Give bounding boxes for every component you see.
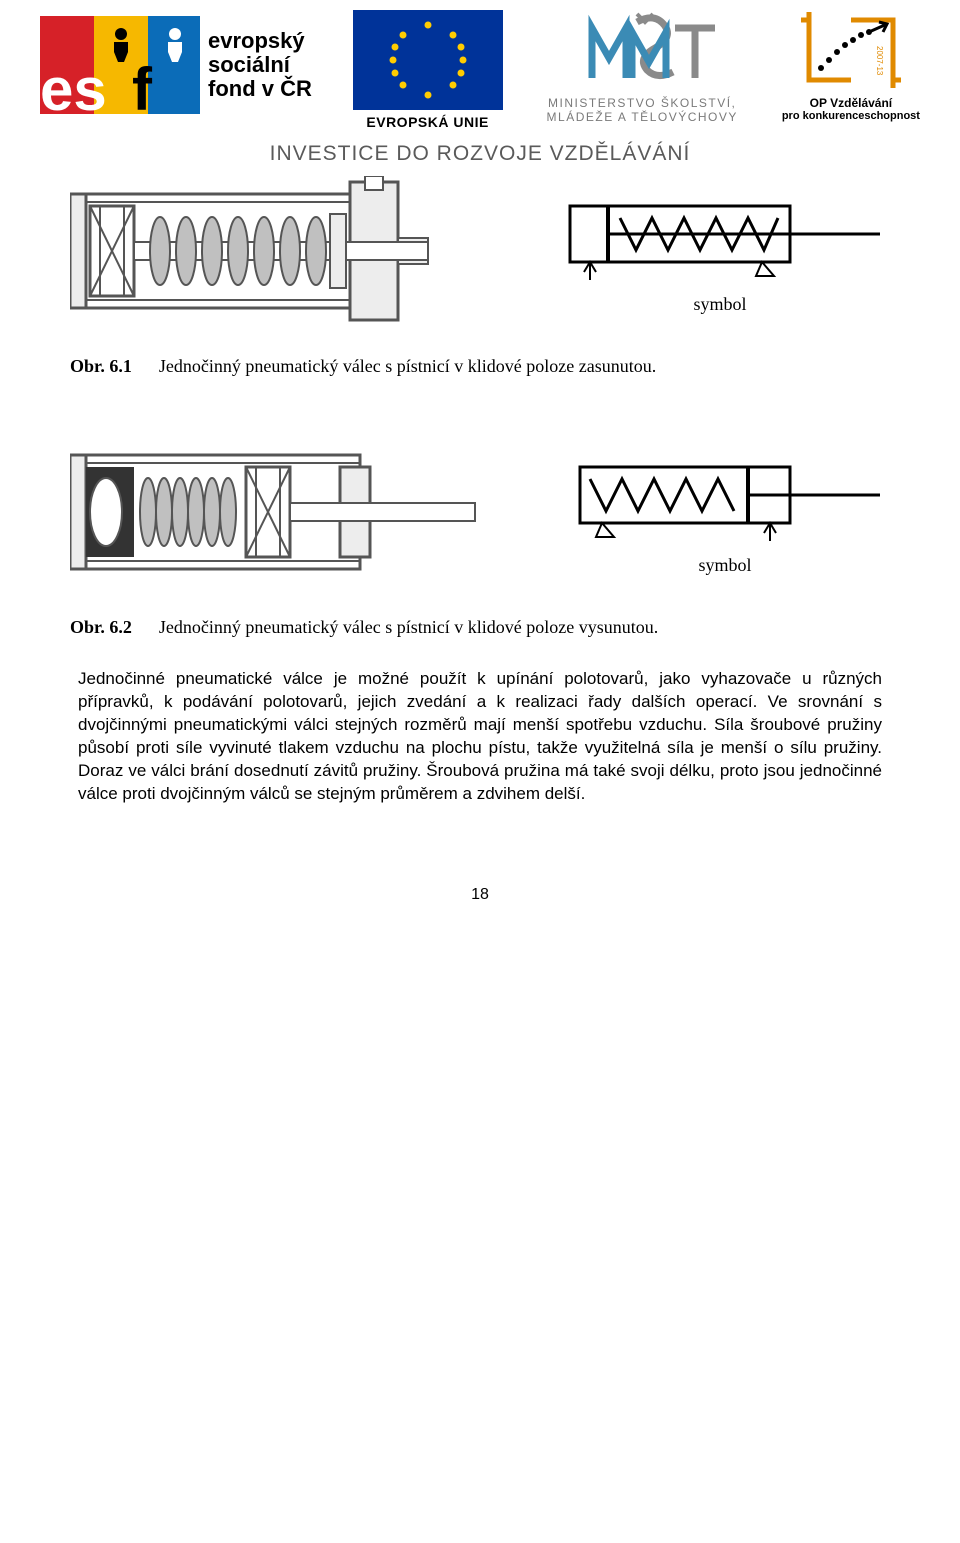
body-paragraph: Jednočinné pneumatické válce je možné po… [0, 668, 960, 806]
op-logo: 2007-13 OP Vzdělávání pro konkurencescho… [782, 10, 920, 122]
op-years: 2007-13 [875, 46, 884, 76]
esf-text-icon: evropský sociální fond v ČR [208, 10, 318, 120]
page: es f evropský sociální fond v ČR [0, 0, 960, 944]
esf-logo: es f evropský sociální fond v ČR [40, 10, 318, 120]
eu-flag-icon [353, 10, 503, 110]
msmt-line1: MINISTERSTVO ŠKOLSTVÍ, [548, 96, 736, 110]
cylinder-extended-icon [70, 437, 480, 587]
op-line2: pro konkurenceschopnost [782, 110, 920, 122]
symbol-6-2: symbol [560, 449, 890, 576]
svg-text:f: f [132, 56, 153, 120]
page-number: 18 [0, 886, 960, 904]
cylinder-retracted-icon [70, 176, 450, 326]
esf-line3: fond v ČR [208, 76, 312, 101]
symbol-extended-icon [560, 449, 890, 549]
symbol-retracted-icon [550, 188, 890, 288]
fig-label-2: Obr. 6.2 [70, 617, 132, 637]
fig-caption-1: Obr. 6.1 Jednočinný pneumatický válec s … [70, 356, 890, 377]
op-line1: OP Vzdělávání [810, 96, 892, 110]
esf-line1: evropský [208, 28, 305, 53]
op-icon: 2007-13 [791, 10, 911, 96]
fig-caption-2: Obr. 6.2 Jednočinný pneumatický válec s … [70, 617, 890, 638]
header-logos-row: es f evropský sociální fond v ČR [0, 0, 960, 130]
msmt-logo: MINISTERSTVO ŠKOLSTVÍ, MLÁDEŽE A TĚLOVÝC… [537, 10, 747, 124]
esf-icon: es f [40, 10, 200, 120]
svg-text:es: es [40, 56, 107, 120]
msmt-icon [537, 10, 747, 96]
eu-label: EVROPSKÁ UNIE [366, 114, 488, 130]
msmt-line2: MLÁDEŽE A TĚLOVÝCHOVY [547, 110, 738, 124]
esf-line2: sociální [208, 52, 291, 77]
fig-text-2: Jednočinný pneumatický válec s pístnicí … [159, 617, 658, 637]
symbol-caption-1: symbol [693, 294, 746, 315]
fig-label-1: Obr. 6.1 [70, 356, 132, 376]
figure-6-2: symbol Obr. 6.2 Jednočinný pneumatický v… [0, 437, 960, 638]
figure-6-1: symbol Obr. 6.1 Jednočinný pneumatický v… [0, 176, 960, 377]
symbol-caption-2: symbol [698, 555, 751, 576]
figure-6-2-row: symbol [70, 437, 890, 587]
symbol-6-1: symbol [550, 188, 890, 315]
figure-6-1-row: symbol [70, 176, 890, 326]
header-tagline: INVESTICE DO ROZVOJE VZDĚLÁVÁNÍ [0, 142, 960, 166]
fig-text-1: Jednočinný pneumatický válec s pístnicí … [159, 356, 656, 376]
eu-logo: EVROPSKÁ UNIE [353, 10, 503, 130]
